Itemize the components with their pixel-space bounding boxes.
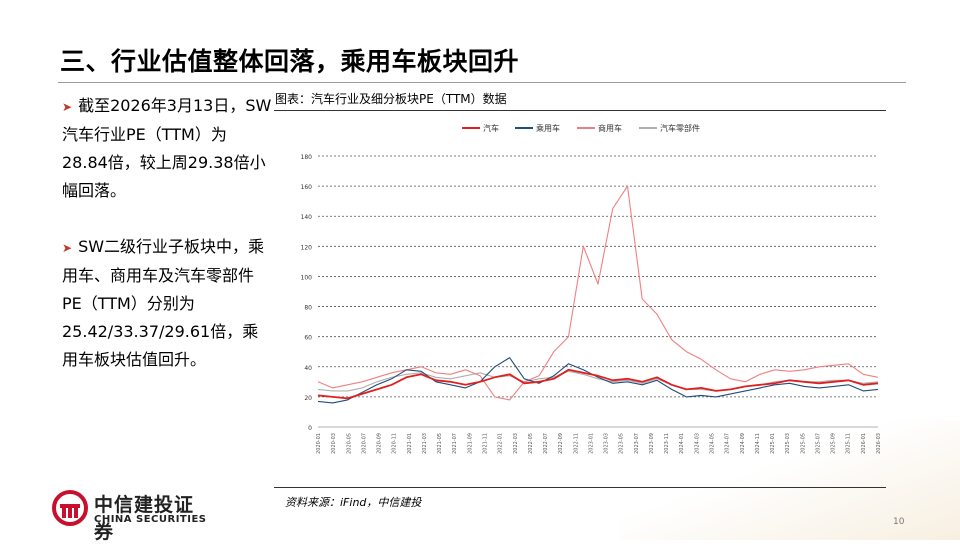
y-tick-label: 80 xyxy=(304,305,312,312)
x-tick-label: 2021-05 xyxy=(437,433,443,454)
x-tick-label: 2024-09 xyxy=(740,433,746,454)
x-tick-label: 2022-05 xyxy=(528,433,534,454)
x-tick-label: 2025-03 xyxy=(785,433,791,454)
bullet-list: ➤ 截至2026年3月13日，SW汽车行业PE（TTM）为28.84倍，较上周29… xyxy=(62,92,272,402)
slide-title: 三、行业估值整体回落，乘用车板块回升 xyxy=(60,47,520,76)
legend-label: 商用车 xyxy=(598,123,622,133)
x-tick-label: 2020-07 xyxy=(361,433,367,454)
x-tick-label: 2023-05 xyxy=(619,433,625,454)
bullet-text: 截至2026年3月13日，SW汽车行业PE（TTM）为28.84倍，较上周29.… xyxy=(62,96,272,200)
x-tick-label: 2022-07 xyxy=(543,433,549,454)
citic-logo-icon xyxy=(52,490,88,526)
logo-chinese-name: 中信建投证券 xyxy=(94,494,195,543)
x-tick-label: 2025-05 xyxy=(800,433,806,454)
arrow-bullet-icon: ➤ xyxy=(62,241,73,255)
x-tick-label: 2024-05 xyxy=(710,433,716,454)
x-tick-label: 2023-09 xyxy=(649,433,655,454)
x-tick-label: 2021-09 xyxy=(467,433,473,454)
y-tick-label: 40 xyxy=(304,365,312,372)
pe-line-chart: 0 20 40 60 80 100 120 140 160 180 2020-01 2020-03 20… xyxy=(301,123,882,454)
y-tick-label: 120 xyxy=(301,244,313,251)
x-tick-label: 2025-01 xyxy=(770,433,776,454)
arrow-bullet-icon: ➤ xyxy=(62,100,73,114)
x-tick-label: 2026-03 xyxy=(876,433,882,454)
series-line-3 xyxy=(317,185,879,401)
x-tick-label: 2022-09 xyxy=(558,433,564,454)
x-tick-label: 2021-07 xyxy=(452,433,458,454)
page-number: 10 xyxy=(893,517,905,527)
logo-english-name: CHINA SECURITIES xyxy=(94,514,207,525)
y-tick-label: 160 xyxy=(301,184,313,191)
x-tick-label: 2022-01 xyxy=(498,433,504,454)
x-tick-label: 2023-01 xyxy=(588,433,594,454)
x-tick-label: 2022-11 xyxy=(573,433,579,454)
x-tick-label: 2023-11 xyxy=(664,433,670,454)
y-tick-label: 20 xyxy=(304,395,312,402)
bullet-item: ➤ 截至2026年3月13日，SW汽车行业PE（TTM）为28.84倍，较上周29… xyxy=(62,92,272,205)
x-tick-label: 2025-11 xyxy=(846,433,852,454)
legend-label: 乘用车 xyxy=(536,123,560,133)
x-tick-label: 2024-03 xyxy=(694,433,700,454)
x-tick-label: 2020-09 xyxy=(377,433,383,454)
y-tick-label: 140 xyxy=(301,214,313,221)
y-tick-label: 60 xyxy=(304,335,312,342)
y-tick-label: 100 xyxy=(301,274,313,281)
x-tick-label: 2020-11 xyxy=(392,433,398,454)
x-tick-label: 2023-03 xyxy=(604,433,610,454)
figure-bottom-rule xyxy=(274,487,886,488)
y-tick-label: 180 xyxy=(301,154,313,161)
x-tick-label: 2023-07 xyxy=(634,433,640,454)
series-line-2 xyxy=(317,357,879,404)
company-logo: 中信建投证券 CHINA SECURITIES xyxy=(52,490,212,543)
corner-decoration xyxy=(620,420,960,540)
x-tick-label: 2020-03 xyxy=(331,433,337,454)
title-divider xyxy=(58,82,906,83)
figure-top-rule xyxy=(274,110,886,111)
x-tick-label: 2021-03 xyxy=(422,433,428,454)
x-tick-label: 2020-01 xyxy=(316,433,322,454)
bullet-item: ➤ SW二级行业子板块中，乘用车、商用车及汽车零部件PE（TTM）分别为25.42… xyxy=(62,233,272,374)
x-tick-label: 2022-03 xyxy=(513,433,519,454)
x-tick-label: 2020-05 xyxy=(346,433,352,454)
y-tick-label: 0 xyxy=(308,425,312,432)
legend-label: 汽车 xyxy=(483,123,499,133)
series-line-1 xyxy=(317,368,879,400)
x-tick-label: 2024-01 xyxy=(679,433,685,454)
x-tick-label: 2025-07 xyxy=(815,433,821,454)
x-tick-label: 2021-11 xyxy=(482,433,488,454)
x-tick-label: 2021-01 xyxy=(407,433,413,454)
figure-title: 图表：汽车行业及细分板块PE（TTM）数据 xyxy=(275,92,507,106)
bullet-text: SW二级行业子板块中，乘用车、商用车及汽车零部件PE（TTM）分别为25.42/… xyxy=(62,237,265,369)
x-tick-label: 2024-11 xyxy=(755,433,761,454)
source-note: 资料来源：iFind，中信建投 xyxy=(285,496,422,509)
legend-label: 汽车零部件 xyxy=(660,123,700,133)
x-tick-label: 2025-09 xyxy=(831,433,837,454)
x-tick-label: 2024-07 xyxy=(725,433,731,454)
x-tick-label: 2026-01 xyxy=(861,433,867,454)
